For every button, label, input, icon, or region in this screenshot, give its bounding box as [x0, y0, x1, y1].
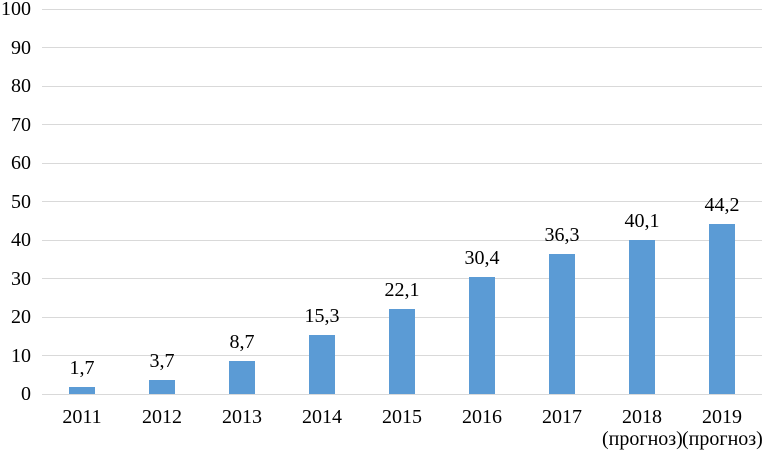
y-tick-label: 40	[11, 229, 31, 251]
y-tick-label: 10	[11, 344, 31, 367]
bar-value-label: 15,3	[304, 305, 340, 328]
x-tick-label: 2018	[622, 406, 662, 428]
gridline	[42, 162, 762, 164]
gridline	[42, 85, 762, 87]
y-tick-label: 90	[11, 36, 31, 59]
bar-value-label: 30,4	[464, 246, 500, 269]
y-tick-label: 0	[21, 383, 31, 405]
x-tick-label: 2014	[302, 406, 342, 428]
bar	[549, 254, 575, 394]
x-tick-label: 2012	[142, 406, 182, 428]
bar	[629, 239, 655, 394]
x-tick-label: 2013	[222, 406, 262, 428]
y-tick-label: 30	[11, 267, 31, 290]
bar-value-label: 40,1	[624, 209, 660, 232]
bar	[309, 335, 335, 394]
y-tick-label: 80	[11, 75, 31, 97]
gridline	[42, 393, 762, 395]
bar	[389, 308, 415, 394]
y-tick-label: 100	[1, 0, 31, 20]
bar	[149, 379, 175, 394]
bar	[709, 223, 735, 394]
bar	[69, 387, 95, 394]
x-tick-label: 2011	[62, 406, 102, 428]
x-tick-sublabel: (прогноз)	[602, 428, 683, 450]
gridline	[42, 278, 762, 279]
bar-value-label: 36,3	[544, 224, 580, 247]
bar-value-label: 44,2	[704, 193, 740, 216]
bar-value-label: 3,7	[149, 349, 175, 372]
bar	[229, 360, 255, 394]
gridline	[42, 124, 762, 125]
y-tick-label: 20	[11, 306, 31, 328]
bar	[469, 276, 495, 394]
y-tick-label: 60	[11, 152, 31, 174]
bar-value-label: 1,7	[69, 357, 95, 380]
gridline	[42, 201, 762, 202]
x-tick-label: 2019	[702, 406, 742, 428]
x-tick-sublabel: (прогноз)	[682, 428, 762, 450]
x-tick-label: 2015	[382, 406, 422, 428]
gridline	[42, 239, 762, 241]
bar-value-label: 8,7	[229, 330, 255, 353]
x-tick-label: 2017	[542, 406, 582, 428]
y-tick-label: 50	[11, 190, 31, 213]
gridline	[42, 47, 762, 48]
x-tick-label: 2016	[462, 406, 502, 428]
gridline	[42, 8, 762, 10]
bar-value-label: 22,1	[384, 278, 420, 301]
y-tick-label: 70	[11, 113, 31, 136]
